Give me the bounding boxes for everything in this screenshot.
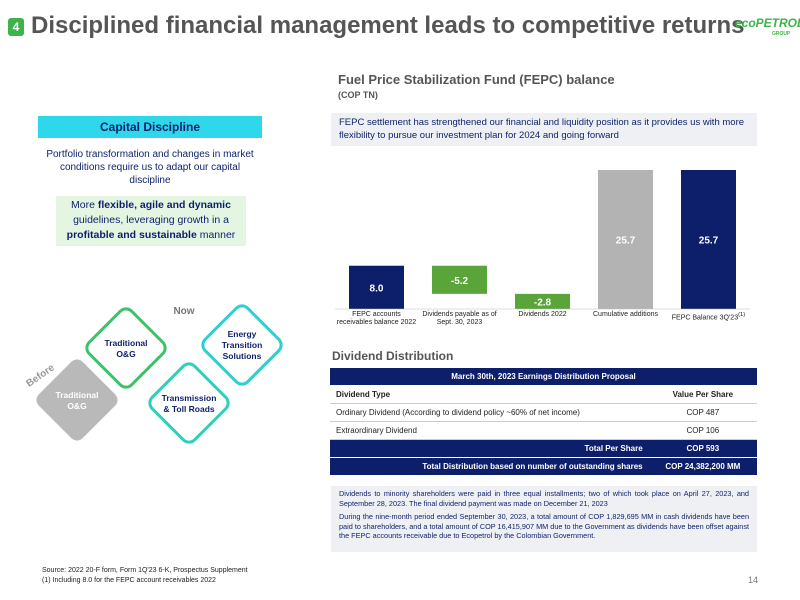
bar <box>681 170 736 309</box>
x-tick-label: Dividends 2022 <box>501 311 585 319</box>
text: manner <box>196 229 236 241</box>
table-cell: COP 487 <box>648 403 757 422</box>
node-label: Energy Transition Solutions <box>222 329 263 361</box>
value-label: 25.7 <box>616 236 636 247</box>
table-cell: COP 106 <box>648 421 757 440</box>
table-cell: Total Per Share <box>330 439 649 458</box>
note: During the nine-month period ended Septe… <box>339 512 749 540</box>
bar <box>515 293 570 309</box>
value-label: 8.0 <box>370 283 384 294</box>
node-label: Traditional O&G <box>105 338 148 359</box>
category: Dividends 2022 <box>518 311 567 318</box>
chart-title: Fuel Price Stabilization Fund (FEPC) bal… <box>338 72 615 87</box>
text: guidelines, leveraging growth in a <box>73 214 229 226</box>
value-label: -2.8 <box>534 297 552 308</box>
footnote-marker: (1) <box>738 312 746 318</box>
table-header: Dividend Type <box>330 385 649 404</box>
x-tick-label: FEPC Balance 3Q'23(1) <box>667 311 751 322</box>
source-line: Source: 2022 20-F form, Form 1Q'23 6-K, … <box>42 567 248 574</box>
highlight-box: More flexible, agile and dynamic guideli… <box>56 196 246 246</box>
capital-heading: Capital Discipline <box>38 116 262 138</box>
node-shape <box>36 359 118 441</box>
text: flexible, agile and dynamic <box>97 199 231 211</box>
section-number: 4 <box>8 18 24 36</box>
section-title: Dividend Distribution <box>332 349 454 363</box>
value-label: -5.2 <box>451 276 469 287</box>
x-tick-label: Dividends payable as of Sept. 30, 2023 <box>418 311 502 327</box>
dividend-table: March 30th, 2023 Earnings Distribution P… <box>330 368 757 476</box>
text: More <box>71 199 98 211</box>
table-cell: Total Distribution based on number of ou… <box>330 457 649 476</box>
x-tick-label: FEPC accounts receivables balance 2022 <box>335 311 419 327</box>
text: profitable and sustainable <box>66 229 197 241</box>
node-label: Traditional O&G <box>56 390 99 411</box>
table-cell: COP 24,382,200 MM <box>648 457 757 476</box>
x-tick-label: Cumulative additions <box>584 311 668 319</box>
bar <box>432 265 487 294</box>
value-label: 25.7 <box>699 236 719 247</box>
slide-title: Disciplined financial management leads t… <box>31 12 745 39</box>
logo-sub: GROUP <box>772 31 791 37</box>
category: FEPC accounts receivables balance 2022 <box>336 311 417 326</box>
table-cell: COP 593 <box>648 439 757 458</box>
chart-subtitle: (COP TN) <box>338 90 378 100</box>
source: Source: 2022 20-F form, Form 1Q'23 6-K, … <box>42 566 248 585</box>
bar <box>349 265 404 309</box>
source-line: (1) Including 8.0 for the FEPC account r… <box>42 576 216 584</box>
annotation: FEPC settlement has strengthened our fin… <box>331 113 757 146</box>
category: FEPC Balance 3Q'23 <box>671 314 739 322</box>
note: Dividends to minority shareholders were … <box>339 489 749 508</box>
chart: 8.0 -5.2 -2.8 25.7 25.7 <box>335 170 750 310</box>
category: Cumulative additions <box>593 311 658 318</box>
table-header: Value Per Share <box>648 385 757 404</box>
category: Dividends payable as of Sept. 30, 2023 <box>422 311 497 326</box>
evolution-diagram: Traditional O&G Traditional O&G Energy Tran… <box>24 304 283 444</box>
bar <box>598 170 653 309</box>
node-shape <box>148 362 230 444</box>
table-title: March 30th, 2023 Earnings Distribution P… <box>330 368 757 386</box>
now-label: Now <box>173 306 194 317</box>
node-shape <box>201 304 283 386</box>
node-label: Transmission & Toll Roads <box>162 393 217 414</box>
table-cell: Extraordinary Dividend <box>330 421 649 440</box>
page-number: 14 <box>748 575 759 585</box>
intro-text: Portfolio transformation and changes in … <box>46 149 254 186</box>
node-shape <box>85 307 167 389</box>
logo: ecoPETROL <box>735 16 800 30</box>
table-cell: Ordinary Dividend (According to dividend… <box>330 403 649 422</box>
notes-box: Dividends to minority shareholders were … <box>331 486 757 552</box>
